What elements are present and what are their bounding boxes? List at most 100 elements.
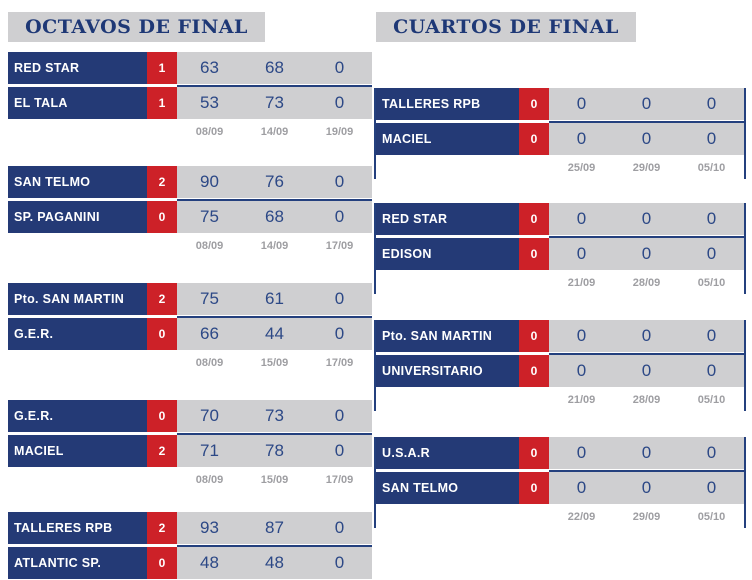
game-score: 73 xyxy=(265,93,284,112)
game-date: 25/09 xyxy=(567,162,596,174)
game-scores: 0 0 0 xyxy=(549,238,744,270)
series-wins-badge: 2 xyxy=(147,166,177,198)
game-scores: 75 61 0 xyxy=(177,283,372,315)
dates-row: 25/09 29/09 05/10 xyxy=(549,155,744,179)
series-wins-badge: 0 xyxy=(519,88,549,120)
game-score: 0 xyxy=(576,361,587,380)
team-name: ATLANTIC SP. xyxy=(8,547,147,579)
dates-row: 08/09 14/09 17/09 xyxy=(177,233,372,257)
team-name: G.E.R. xyxy=(8,400,147,432)
match-block: U.S.A.R 0 0 0 0 SAN TELMO 0 0 0 0 22/09 … xyxy=(374,437,746,528)
series-wins-badge: 2 xyxy=(147,283,177,315)
game-score: 0 xyxy=(641,478,652,497)
series-wins-badge: 0 xyxy=(147,201,177,233)
game-scores: 0 0 0 xyxy=(549,355,744,387)
round-title-octavos: OCTAVOS DE FINAL xyxy=(8,12,265,42)
game-score: 61 xyxy=(265,289,284,308)
game-score: 0 xyxy=(641,361,652,380)
match-block: Pto. SAN MARTIN 2 75 61 0 G.E.R. 0 66 44… xyxy=(8,283,372,374)
game-date: 28/09 xyxy=(632,277,661,289)
match-block: SAN TELMO 2 90 76 0 SP. PAGANINI 0 75 68… xyxy=(8,166,372,257)
row-divider xyxy=(177,84,372,87)
game-date: 14/09 xyxy=(260,126,289,138)
row-divider xyxy=(549,352,744,355)
match-block: RED STAR 0 0 0 0 EDISON 0 0 0 0 21/09 28… xyxy=(374,203,746,294)
series-wins-badge: 0 xyxy=(519,355,549,387)
game-score: 48 xyxy=(200,553,219,572)
team-row: Pto. SAN MARTIN 0 0 0 0 xyxy=(376,320,744,352)
game-score: 0 xyxy=(334,553,345,572)
game-date: 22/09 xyxy=(567,511,596,523)
game-date: 08/09 xyxy=(195,126,224,138)
series-wins-badge: 0 xyxy=(147,400,177,432)
match-block: G.E.R. 0 70 73 0 MACIEL 2 71 78 0 08/09 … xyxy=(8,400,372,491)
match-block: RED STAR 1 63 68 0 EL TALA 1 53 73 0 08/… xyxy=(8,52,372,143)
round-cuartos-column: CUARTOS DE FINAL TALLERES RPB 0 0 0 0 MA… xyxy=(374,0,746,580)
series-wins-badge: 0 xyxy=(519,203,549,235)
row-divider xyxy=(177,432,372,435)
game-date: 15/09 xyxy=(260,357,289,369)
team-name: SAN TELMO xyxy=(8,166,147,198)
game-scores: 75 68 0 xyxy=(177,201,372,233)
series-wins-badge: 1 xyxy=(147,52,177,84)
game-score: 75 xyxy=(200,207,219,226)
game-score: 53 xyxy=(200,93,219,112)
game-date: 21/09 xyxy=(567,394,596,406)
game-score: 0 xyxy=(641,326,652,345)
team-name: EDISON xyxy=(376,238,519,270)
row-divider xyxy=(177,544,372,547)
game-date: 17/09 xyxy=(325,474,354,486)
team-row: ATLANTIC SP. 0 48 48 0 xyxy=(8,547,372,579)
game-score: 63 xyxy=(200,58,219,77)
game-scores: 0 0 0 xyxy=(549,437,744,469)
row-divider xyxy=(177,315,372,318)
game-score: 66 xyxy=(200,324,219,343)
game-score: 0 xyxy=(641,244,652,263)
series-wins-badge: 1 xyxy=(147,87,177,119)
round-title-cuartos: CUARTOS DE FINAL xyxy=(376,12,636,42)
game-score: 68 xyxy=(265,207,284,226)
series-wins-badge: 0 xyxy=(519,123,549,155)
game-date: 08/09 xyxy=(195,240,224,252)
game-score: 75 xyxy=(200,289,219,308)
row-divider xyxy=(177,198,372,201)
game-scores: 0 0 0 xyxy=(549,472,744,504)
game-score: 68 xyxy=(265,58,284,77)
game-score: 44 xyxy=(265,324,284,343)
team-row: EDISON 0 0 0 0 xyxy=(376,238,744,270)
game-score: 71 xyxy=(200,441,219,460)
team-row: EL TALA 1 53 73 0 xyxy=(8,87,372,119)
team-name: Pto. SAN MARTIN xyxy=(376,320,519,352)
game-date: 08/09 xyxy=(195,474,224,486)
game-score: 0 xyxy=(576,443,587,462)
game-score: 0 xyxy=(706,129,717,148)
game-score: 0 xyxy=(576,244,587,263)
dates-row: 08/09 14/09 19/09 xyxy=(177,119,372,143)
game-score: 76 xyxy=(265,172,284,191)
series-wins-badge: 0 xyxy=(147,547,177,579)
game-score: 90 xyxy=(200,172,219,191)
game-score: 73 xyxy=(265,406,284,425)
team-row: RED STAR 1 63 68 0 xyxy=(8,52,372,84)
dates-row: 08/09 15/09 17/09 xyxy=(177,467,372,491)
game-score: 0 xyxy=(706,94,717,113)
dates-row: 21/09 28/09 05/10 xyxy=(549,387,744,411)
dates-row: 21/09 28/09 05/10 xyxy=(549,270,744,294)
game-score: 0 xyxy=(334,58,345,77)
game-score: 93 xyxy=(200,518,219,537)
series-wins-badge: 2 xyxy=(147,512,177,544)
team-row: SAN TELMO 0 0 0 0 xyxy=(376,472,744,504)
team-name: MACIEL xyxy=(8,435,147,467)
game-score: 0 xyxy=(641,443,652,462)
game-scores: 93 87 0 xyxy=(177,512,372,544)
game-scores: 90 76 0 xyxy=(177,166,372,198)
row-divider xyxy=(549,120,744,123)
game-scores: 63 68 0 xyxy=(177,52,372,84)
team-row: UNIVERSITARIO 0 0 0 0 xyxy=(376,355,744,387)
series-wins-badge: 0 xyxy=(519,320,549,352)
game-score: 0 xyxy=(576,94,587,113)
game-score: 0 xyxy=(334,406,345,425)
game-scores: 0 0 0 xyxy=(549,203,744,235)
game-score: 0 xyxy=(576,209,587,228)
